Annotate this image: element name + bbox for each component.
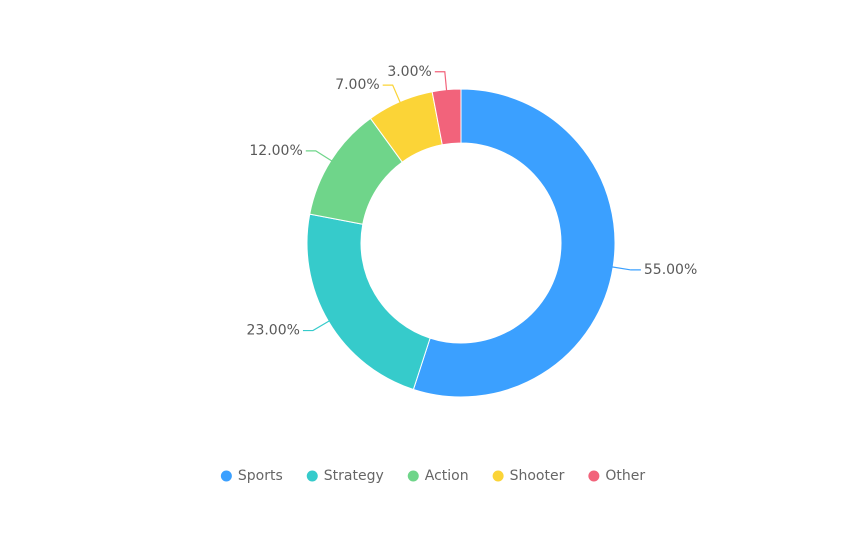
legend-marker[interactable] [588,470,600,482]
data-label: 12.00% [249,143,302,159]
leader-line [302,319,331,332]
data-label: 3.00% [387,64,431,80]
leader-line [305,150,333,163]
leader-line [611,266,641,271]
slice [306,213,431,391]
legend-marker[interactable] [220,470,232,482]
legend-marker[interactable] [492,470,504,482]
legend-marker[interactable] [306,470,318,482]
data-label: 55.00% [644,262,697,278]
leader-line [434,71,448,92]
data-label: 7.00% [335,77,379,93]
legend-label[interactable]: Action [425,468,469,484]
leader-line [382,84,402,104]
legend-label[interactable]: Sports [238,468,283,484]
legend-label[interactable]: Other [605,468,645,484]
data-label: 23.00% [247,323,300,339]
legend-marker[interactable] [407,470,419,482]
slice [412,88,616,398]
slice [431,88,462,146]
legend-label[interactable]: Strategy [324,468,384,484]
legend-label[interactable]: Shooter [510,468,565,484]
